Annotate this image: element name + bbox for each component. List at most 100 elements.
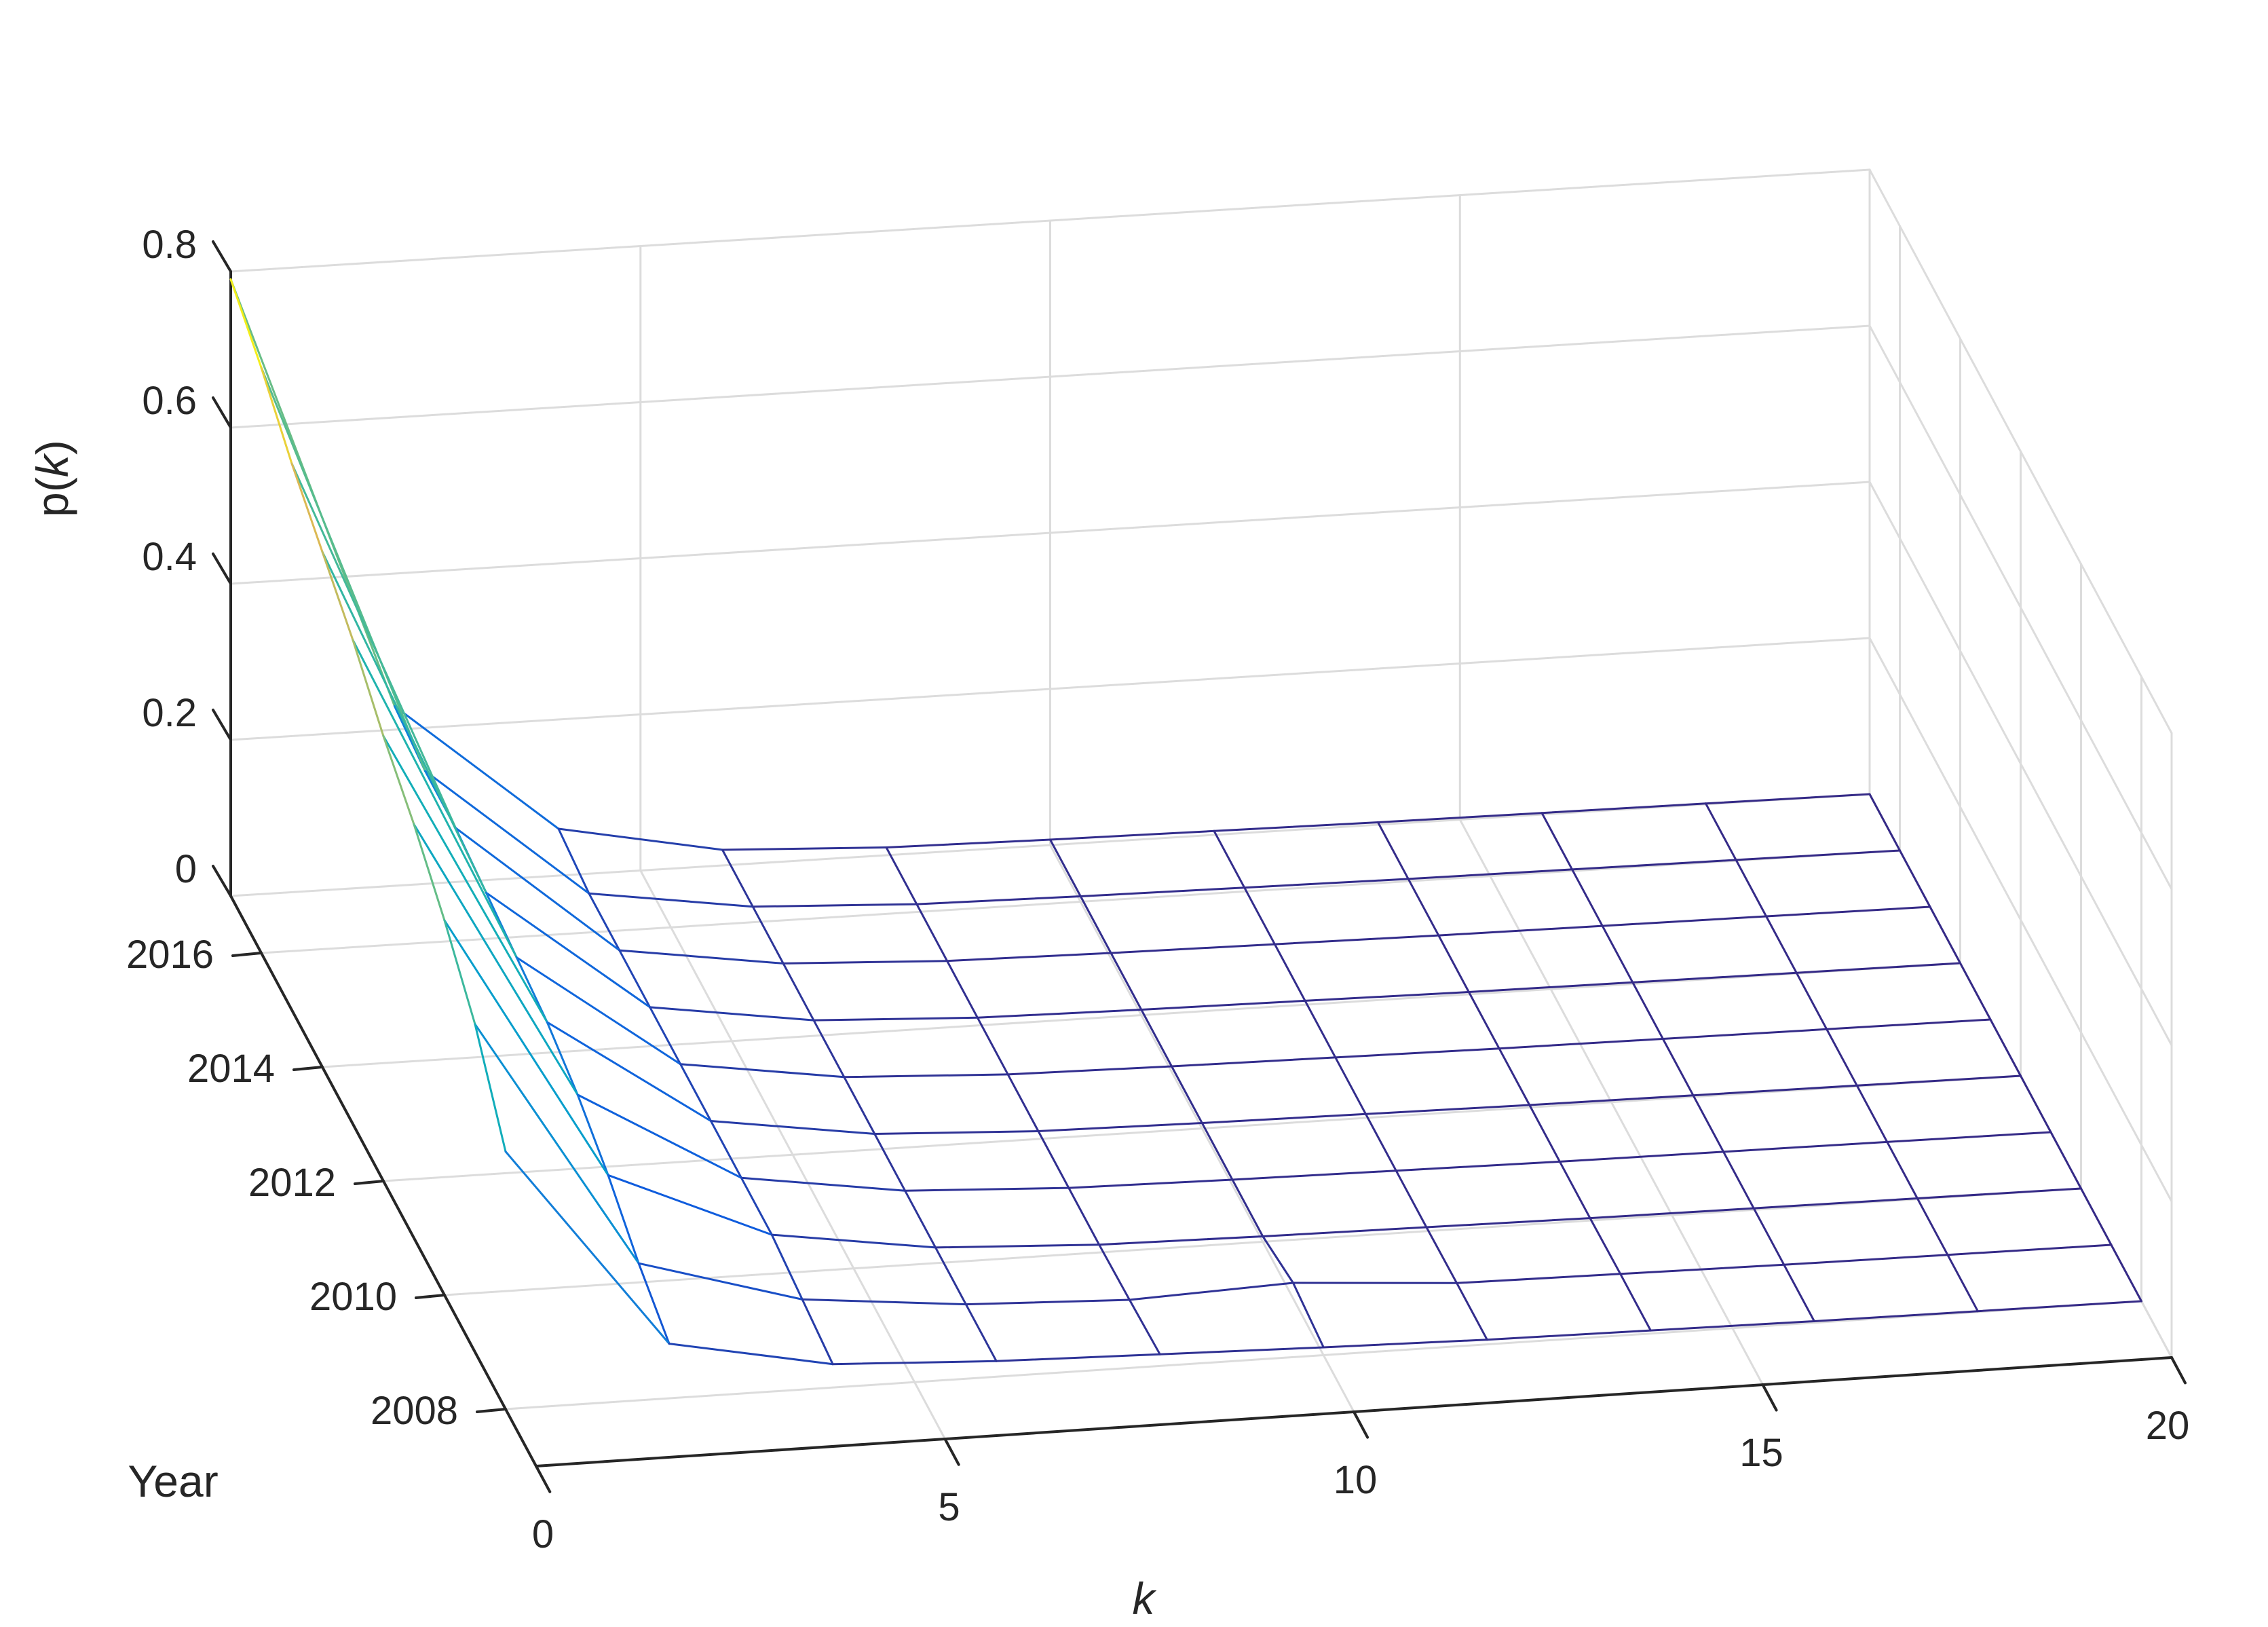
mesh-column-segment [1128, 1298, 1161, 1355]
mesh-column-segment [557, 827, 590, 895]
mesh-row-segment [424, 770, 590, 895]
mesh-column-segment [1243, 886, 1276, 946]
z-axis-label: p(k) [27, 440, 77, 517]
mesh-column-segment [1989, 1018, 2022, 1077]
mesh-column-segment [1049, 838, 1082, 897]
mesh-row-segment [1437, 924, 1604, 937]
mesh-column-segment [1456, 1282, 1488, 1341]
floor-grid-line [504, 1300, 2142, 1410]
mesh-row-segment [1571, 859, 1737, 871]
mesh-column-segment [934, 1246, 967, 1306]
z-tick [212, 865, 232, 897]
mesh-row-segment [1262, 1226, 1428, 1237]
mesh-row-segment [1541, 802, 1707, 815]
mesh-row-segment [1619, 1263, 1785, 1275]
mesh-row-segment [976, 1009, 1143, 1019]
mesh-row-segment [1322, 1339, 1488, 1349]
mesh-column-segment [1765, 915, 1798, 974]
mesh-column-segment [576, 1093, 609, 1176]
mesh-column-segment [1079, 895, 1112, 954]
mesh-column-segment [740, 1176, 773, 1236]
mesh-row-segment [1826, 1018, 1992, 1030]
mesh-column-segment [1292, 1282, 1325, 1349]
mesh-row-segment [782, 960, 949, 965]
mesh-row-segment [1231, 1170, 1397, 1181]
mesh-column-segment [546, 1021, 579, 1096]
mesh-column-segment [382, 735, 415, 825]
mesh-column-segment [260, 367, 293, 465]
mesh-column-segment [474, 1023, 507, 1153]
mesh-row-segment [740, 1176, 907, 1192]
mesh-row-segment [1705, 793, 1871, 805]
mesh-column-segment [1213, 829, 1246, 889]
mesh-column-segment [1541, 812, 1574, 871]
mesh-column-segment [1929, 905, 1961, 965]
mesh-column-segment [1334, 1056, 1367, 1115]
mesh-column-segment [413, 823, 446, 922]
y-tick [415, 1294, 446, 1299]
mesh-column-segment [1006, 1073, 1040, 1132]
mesh-column-segment [885, 846, 918, 905]
mesh-row-segment [1783, 1254, 1949, 1266]
back-grid-horizontal-line [229, 168, 1871, 273]
mesh-row-segment [831, 1360, 998, 1366]
mesh-row-segment [873, 1130, 1040, 1135]
z-tick-label: 0 [175, 847, 197, 891]
mesh-column-segment [1899, 849, 1931, 908]
mesh-row-segment [290, 462, 457, 829]
mesh-column-segment [1783, 1263, 1815, 1322]
mesh-column-segment [1201, 1122, 1234, 1181]
floor-grid-line [260, 849, 1901, 954]
mesh-column-segment [1098, 1243, 1131, 1301]
mesh-row-segment [1722, 1140, 1889, 1153]
mesh-column-segment [1589, 1217, 1622, 1275]
mesh-column-segment [1110, 952, 1143, 1011]
mesh-column-segment [1377, 821, 1410, 880]
z-tick [212, 396, 232, 429]
mesh-row-segment [1037, 1122, 1203, 1132]
year-tick-label: 2008 [371, 1389, 458, 1433]
mesh-row-segment [668, 1343, 834, 1366]
mesh-row-segment [679, 1063, 846, 1079]
mesh-column-segment [607, 1174, 640, 1265]
mesh-row-segment [557, 827, 723, 851]
mesh-column-segment [1705, 802, 1737, 861]
y-tick [354, 1180, 385, 1185]
mesh-column-segment [812, 1019, 846, 1079]
mesh-row-segment [394, 705, 560, 830]
side-grid-horizontal-line [1868, 637, 2173, 1203]
mesh-row-segment [1006, 1065, 1173, 1076]
mesh-row-segment [1601, 915, 1768, 927]
mesh-column-segment [751, 905, 785, 965]
mesh-column-segment [1692, 1094, 1725, 1153]
mesh-row-segment [1795, 962, 1961, 974]
mesh-row-segment [1855, 1074, 2022, 1087]
x-tick-label: 0 [532, 1512, 554, 1556]
x-tick-label: 15 [1739, 1431, 1783, 1475]
mesh-row-segment [588, 892, 754, 908]
mesh-row-segment [1171, 1056, 1337, 1068]
tick-labels: 0 5 10 15 20 2008 2010 2012 2014 2016 0 0.2 0.4 0.6 0.… [126, 223, 2189, 1556]
mesh-row-segment [1407, 868, 1574, 880]
mesh-row-segment [964, 1298, 1131, 1306]
mesh-row-segment [1916, 1187, 2082, 1199]
year-tick-label: 2010 [309, 1275, 397, 1319]
mesh-column-segment [1425, 1226, 1458, 1284]
mesh-column-segment [1437, 934, 1470, 993]
year-tick-label: 2016 [126, 933, 214, 977]
z-tick-label: 0.8 [142, 223, 197, 267]
x-tick [1353, 1410, 1369, 1439]
mesh-column-segment [1231, 1178, 1264, 1237]
x-tick [1761, 1383, 1778, 1412]
mesh-row-segment [995, 1353, 1161, 1362]
mesh-row-segment [413, 823, 579, 1096]
mesh-row-segment [1498, 1038, 1664, 1050]
mesh-column-segment [1571, 868, 1604, 927]
mesh-row-segment [454, 827, 621, 952]
year-tick-label: 2012 [248, 1161, 336, 1205]
mesh-column-segment [1273, 943, 1306, 1002]
back-grid-horizontal-line [229, 637, 1871, 741]
mesh-row-segment [443, 919, 609, 1176]
mesh-column-segment [1528, 1104, 1561, 1163]
mesh-column-segment [229, 278, 263, 369]
